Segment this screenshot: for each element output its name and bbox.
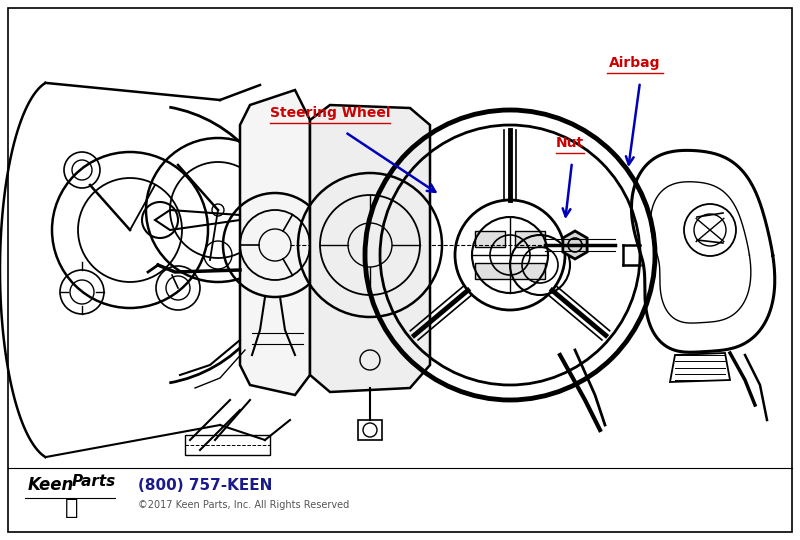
Text: 🚗: 🚗	[66, 498, 78, 518]
Polygon shape	[240, 90, 310, 395]
Text: Parts: Parts	[72, 475, 116, 489]
Text: Steering Wheel: Steering Wheel	[270, 106, 390, 120]
Text: Airbag: Airbag	[610, 56, 661, 70]
Bar	[475, 263, 545, 279]
Bar	[250, 347, 305, 365]
Polygon shape	[563, 231, 587, 259]
Bar	[475, 231, 505, 247]
Text: ©2017 Keen Parts, Inc. All Rights Reserved: ©2017 Keen Parts, Inc. All Rights Reserv…	[138, 500, 350, 510]
Text: (800) 757-KEEN: (800) 757-KEEN	[138, 477, 272, 492]
Bar	[515, 231, 545, 247]
Polygon shape	[310, 105, 430, 392]
Text: Nut: Nut	[556, 136, 584, 150]
Text: Keen: Keen	[28, 476, 74, 494]
